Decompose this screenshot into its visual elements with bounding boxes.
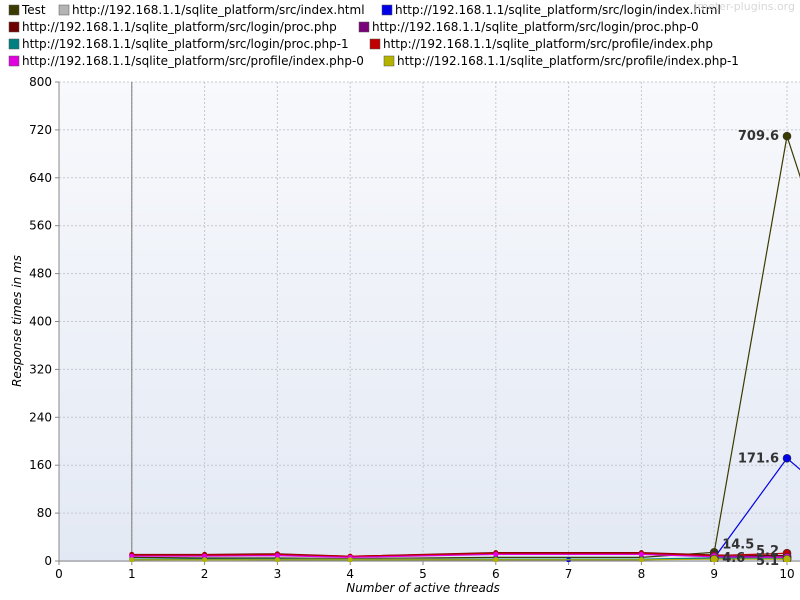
legend-swatch — [383, 55, 395, 67]
data-point — [129, 553, 135, 559]
legend-swatch — [381, 4, 393, 16]
x-tick-label: 7 — [565, 567, 573, 581]
y-tick-label: 560 — [29, 219, 52, 233]
x-tick-label: 9 — [710, 567, 718, 581]
y-tick-label: 720 — [29, 123, 52, 137]
legend-label: http://192.168.1.1/sqlite_platform/src/l… — [372, 20, 699, 34]
y-axis-title: Response times in ms — [10, 255, 24, 387]
y-tick-label: 160 — [29, 458, 52, 472]
data-label: 4.6 — [722, 551, 745, 566]
data-point — [202, 553, 208, 559]
legend-label: http://192.168.1.1/sqlite_platform/src/p… — [397, 54, 739, 68]
x-tick-label: 0 — [55, 567, 63, 581]
series-line — [131, 552, 788, 557]
data-point — [782, 131, 792, 141]
watermark: jmeter-plugins.org — [693, 0, 795, 13]
data-label: 5.2 — [756, 544, 779, 559]
y-tick-label: 80 — [37, 506, 52, 520]
data-point — [493, 557, 499, 562]
data-point — [638, 557, 644, 562]
data-point — [782, 554, 792, 562]
y-tick-label: 400 — [29, 315, 52, 329]
x-tick-label: 10 — [779, 567, 794, 581]
x-axis-title: Number of active threads — [346, 581, 500, 595]
data-label: 5.1 — [756, 554, 779, 569]
data-label: 171.6 — [738, 451, 779, 466]
data-point — [202, 557, 208, 562]
y-tick-label: 800 — [29, 75, 52, 89]
data-point — [274, 553, 280, 559]
series-line — [131, 553, 788, 559]
data-point — [129, 557, 135, 562]
y-tick-label: 640 — [29, 171, 52, 185]
data-label: 14.5 — [722, 537, 754, 552]
x-tick-label: 6 — [492, 567, 500, 581]
x-tick-label: 2 — [201, 567, 209, 581]
legend-swatch — [369, 38, 381, 50]
legend-swatch — [8, 38, 20, 50]
legend-label: http://192.168.1.1/sqlite_platform/src/l… — [22, 20, 337, 34]
legend-label: http://192.168.1.1/sqlite_platform/src/i… — [72, 3, 365, 17]
data-point — [274, 557, 280, 562]
legend-swatch — [8, 55, 20, 67]
y-tick-label: 0 — [44, 554, 52, 568]
legend-label: http://192.168.1.1/sqlite_platform/src/l… — [395, 3, 721, 17]
legend: Test http://192.168.1.1/sqlite_platform/s… — [8, 3, 739, 68]
data-point — [638, 551, 644, 557]
y-tick-label: 240 — [29, 410, 52, 424]
legend-label: http://192.168.1.1/sqlite_platform/src/l… — [22, 37, 349, 51]
legend-label: Test — [21, 3, 46, 17]
gridlines — [59, 81, 800, 561]
legend-label: http://192.168.1.1/sqlite_platform/src/p… — [22, 54, 364, 68]
x-tick-label: 4 — [346, 567, 354, 581]
series-line — [131, 558, 787, 561]
data-point — [782, 453, 792, 463]
axes: 0 80 160 240 320 400 480 560 640 720 800 0 1 2 3 4 5 6 7 8 9… — [29, 75, 800, 581]
legend-swatch — [8, 4, 20, 16]
x-tick-label: 8 — [638, 567, 646, 581]
data-labels: 709.6 171.6 14.54.6 5.25.1 — [722, 129, 779, 569]
x-tick-label: 1 — [128, 567, 136, 581]
legend-swatch — [8, 21, 20, 33]
data-point — [347, 557, 353, 562]
x-tick-label: 3 — [274, 567, 282, 581]
y-tick-label: 320 — [29, 362, 52, 376]
data-point — [709, 554, 719, 562]
x-tick-label: 5 — [419, 567, 427, 581]
legend-label: http://192.168.1.1/sqlite_platform/src/p… — [383, 37, 713, 51]
y-tick-label: 480 — [29, 267, 52, 281]
data-point — [493, 551, 499, 557]
legend-swatch — [58, 4, 70, 16]
series-lines — [129, 131, 800, 562]
legend-swatch — [358, 21, 370, 33]
data-label: 709.6 — [738, 129, 779, 144]
